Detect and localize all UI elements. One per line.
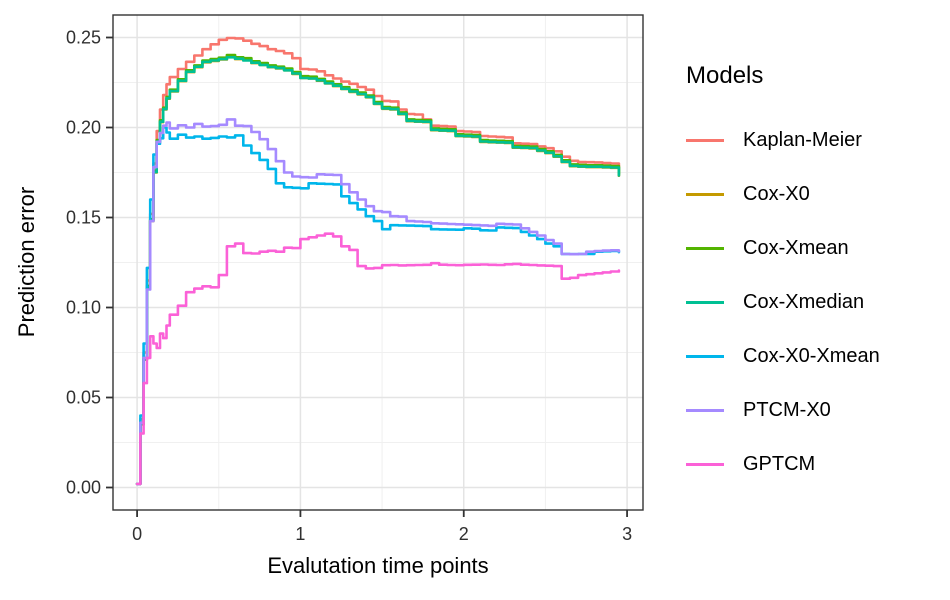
y-tick-label: 0.00: [66, 478, 101, 498]
legend-key-line: [686, 300, 724, 304]
legend-item-cox-x0-xmean: Cox-X0-Xmean: [686, 329, 944, 383]
legend-label: Cox-Xmedian: [743, 290, 865, 313]
legend-item-kaplan-meier: Kaplan-Meier: [686, 113, 944, 167]
legend-key-line: [686, 192, 724, 196]
legend-label: Cox-X0-Xmean: [743, 344, 880, 367]
y-tick-label: 0.10: [66, 298, 101, 318]
grid-major-lines: [113, 15, 643, 510]
legend-title: Models: [686, 62, 764, 89]
y-tick-label: 0.20: [66, 118, 101, 138]
y-tick-label: 0.25: [66, 28, 101, 48]
series-line-cox-x0: [135, 55, 621, 486]
axis-tick-marks: [106, 36, 628, 517]
legend-item-cox-x0: Cox-X0: [686, 167, 944, 221]
x-tick-label: 3: [622, 524, 632, 544]
legend-item-cox-xmedian: Cox-Xmedian: [686, 275, 944, 329]
legend-label: GPTCM: [743, 452, 816, 475]
x-axis-title: Evalutation time points: [267, 553, 488, 578]
legend: Models Kaplan-Meier Cox-X0 Cox-Xmean Cox-Xm…: [686, 58, 944, 491]
series-line-kaplan-meier: [135, 36, 621, 486]
series-line-cox-x0-xmean: [135, 126, 621, 486]
legend-item-gptcm: GPTCM: [686, 437, 944, 491]
legend-items: Kaplan-Meier Cox-X0 Cox-Xmean Cox-Xmedian Co…: [686, 113, 944, 491]
y-tick-label: 0.15: [66, 208, 101, 228]
legend-label: Cox-Xmean: [743, 236, 849, 259]
series-line-cox-xmedian: [135, 56, 621, 486]
axis-tick-labels: 0 1 2 3 0.00 0.05 0.10 0.15 0.20 0.25: [66, 28, 632, 545]
grid-minor-lines: [113, 15, 643, 510]
series-lines: [135, 36, 621, 486]
x-tick-label: 1: [295, 524, 305, 544]
legend-key-line: [686, 246, 724, 250]
legend-item-cox-xmean: Cox-Xmean: [686, 221, 944, 275]
legend-key-line: [686, 138, 724, 142]
series-line-gptcm: [135, 232, 621, 486]
x-tick-label: 0: [132, 524, 142, 544]
panel-border: [112, 14, 644, 511]
y-tick-label: 0.05: [66, 388, 101, 408]
y-axis-title: Prediction error: [14, 187, 39, 337]
legend-key-line: [686, 462, 724, 466]
legend-label: Cox-X0: [743, 182, 810, 205]
series-line-cox-xmean: [135, 53, 621, 486]
legend-key-line: [686, 408, 724, 412]
legend-item-ptcm-x0: PTCM-X0: [686, 383, 944, 437]
x-tick-label: 2: [459, 524, 469, 544]
series-line-ptcm-x0: [135, 118, 621, 486]
legend-label: PTCM-X0: [743, 398, 831, 421]
legend-label: Kaplan-Meier: [743, 128, 862, 151]
legend-key-line: [686, 354, 724, 358]
